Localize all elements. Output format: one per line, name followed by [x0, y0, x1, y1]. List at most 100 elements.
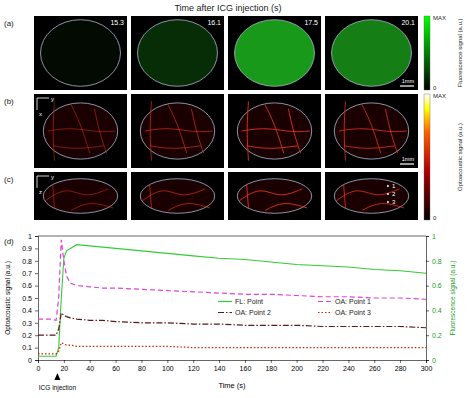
- y-axis-tick-mark: [35, 261, 38, 262]
- y2-axis-tick-label: 0.8: [432, 258, 442, 265]
- y2-axis-tick-label: 0.4: [432, 307, 442, 314]
- x-axis-tick-label: 280: [395, 365, 407, 372]
- vessel: [247, 101, 248, 160]
- y-axis-tick-mark: [35, 248, 38, 249]
- panel-label: (a): [4, 19, 14, 28]
- legend-swatch: [218, 301, 232, 302]
- y2-axis-tick-mark: [426, 310, 429, 311]
- image-panel: [228, 94, 321, 168]
- point-label: 2: [392, 191, 396, 197]
- series-line: [38, 245, 426, 357]
- x-axis-tick-mark: [271, 360, 272, 363]
- y2-axis-tick-mark: [426, 360, 429, 361]
- vessels: [239, 184, 307, 210]
- x-axis-tick: 80: [138, 360, 146, 372]
- legend-item: OA: Point 1: [318, 298, 371, 305]
- legend-label: OA: Point 1: [335, 298, 371, 305]
- time-label: 16.1: [207, 19, 221, 26]
- y-axis-tick-label: 0: [28, 357, 32, 364]
- orientation-arrow: [37, 98, 38, 110]
- y-axis-tick-mark: [35, 273, 38, 274]
- y2-axis-tick: 0.4: [426, 307, 442, 314]
- vessel: [344, 101, 345, 160]
- x-axis-tick-mark: [193, 360, 194, 363]
- y-axis-tick-mark: [35, 360, 38, 361]
- vessel: [53, 101, 54, 160]
- point-label: 3: [392, 199, 396, 205]
- y-axis-tick: 0: [28, 357, 38, 364]
- image-panel: [131, 172, 224, 220]
- image-panel: [228, 172, 321, 220]
- y2-axis-tick-mark: [426, 335, 429, 336]
- series-line: [38, 343, 426, 354]
- y-axis-tick-mark: [35, 348, 38, 349]
- brain-fluorescence: [138, 20, 218, 87]
- x-axis-tick: 60: [112, 360, 120, 372]
- x-axis-tick-mark: [323, 360, 324, 363]
- orientation-arrow: [37, 176, 49, 177]
- vessel: [239, 189, 302, 201]
- panel-background: [325, 16, 418, 90]
- x-axis-tick: 20: [60, 360, 68, 372]
- vessel: [168, 204, 210, 211]
- y2-axis-line: [427, 237, 430, 361]
- brain-outline: [237, 179, 311, 214]
- x-axis-tick: 160: [240, 360, 252, 372]
- image-panel: [34, 94, 127, 168]
- y-axis-tick-label: 0.4: [22, 307, 32, 314]
- orientation-label: y: [51, 96, 54, 102]
- orientation-arrow: [37, 176, 38, 188]
- x-axis-tick: 200: [291, 360, 303, 372]
- x-axis-tick-label: 200: [291, 365, 303, 372]
- vessels: [336, 184, 404, 210]
- y-axis-line: [35, 237, 39, 361]
- scale-bar-label: 1mm: [402, 156, 415, 162]
- y-axis-title: Optoacoustic signal (a.u.): [4, 261, 12, 335]
- image-panel: [228, 16, 321, 90]
- orientation-axes: [37, 98, 49, 110]
- y-axis-tick: 1: [28, 233, 38, 240]
- x-axis-tick: 140: [214, 360, 226, 372]
- colorbar: [424, 16, 430, 90]
- vessel: [53, 146, 104, 148]
- image-panel: [325, 172, 418, 220]
- colorbar-tick-label: 0: [433, 215, 437, 221]
- x-axis-tick-label: 140: [214, 365, 226, 372]
- orientation-label: x: [39, 111, 42, 117]
- y-axis-tick: 0.2: [22, 332, 38, 339]
- annotation-arrow: [54, 373, 60, 380]
- panel-background: [228, 172, 321, 220]
- vessel: [247, 184, 249, 208]
- vessel: [344, 146, 395, 148]
- x-axis-tick-label: 0: [37, 365, 41, 372]
- y2-axis-tick-label: 0: [432, 357, 436, 364]
- y-axis-tick-label: 0.6: [22, 282, 32, 289]
- panel-background: [34, 16, 127, 90]
- legend-label: FL: Point: [235, 298, 263, 305]
- vessel: [265, 105, 284, 153]
- x-axis-tick-label: 80: [138, 365, 146, 372]
- x-axis-tick: 280: [395, 360, 407, 372]
- y-axis-tick-mark: [35, 335, 38, 336]
- x-axis-tick-mark: [348, 360, 349, 363]
- vessel: [247, 146, 298, 148]
- y-axis-tick: 0.1: [22, 344, 38, 351]
- vessel: [53, 184, 55, 208]
- orientation-axes: [37, 176, 49, 188]
- vessels: [339, 101, 407, 160]
- orientation-label: y: [51, 174, 54, 180]
- y2-axis-tick: 0.2: [426, 332, 442, 339]
- vessel: [45, 189, 108, 201]
- y-axis-tick: 0.4: [22, 307, 38, 314]
- point-label: 1: [392, 183, 396, 189]
- x-axis-tick-mark: [141, 360, 142, 363]
- vessels: [242, 101, 310, 160]
- vessel: [168, 105, 187, 153]
- y-axis-tick-label: 0.9: [22, 245, 32, 252]
- legend-swatch: [318, 301, 332, 302]
- series-line: [38, 313, 426, 335]
- y2-axis: 00.20.40.60.81: [426, 233, 442, 364]
- colorbar: [424, 94, 430, 220]
- orientation-label: z: [39, 189, 42, 195]
- y-axis-tick-label: 0.7: [22, 270, 32, 277]
